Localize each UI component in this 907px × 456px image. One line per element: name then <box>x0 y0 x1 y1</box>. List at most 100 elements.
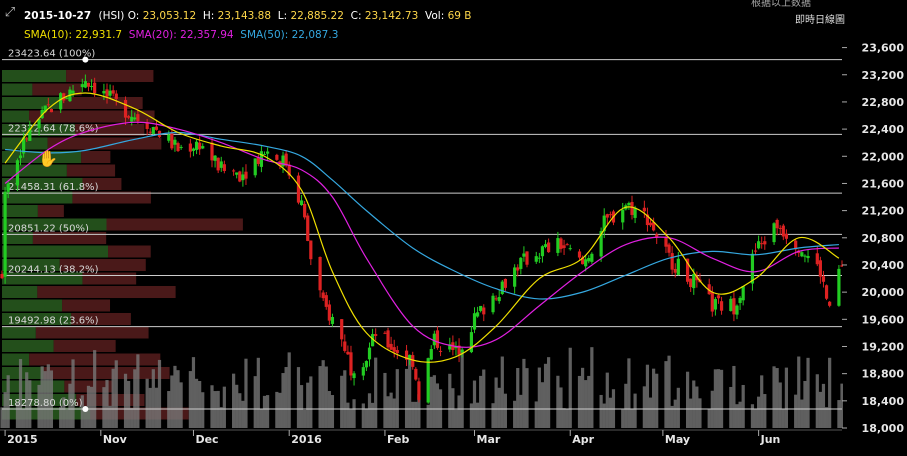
candle-body <box>664 236 668 247</box>
volume-profile-sell-bar <box>47 137 162 150</box>
volume-bar <box>547 357 551 428</box>
volume-bar <box>494 377 498 428</box>
y-tick-label: 23,200 <box>862 69 905 82</box>
candle-body <box>43 105 47 112</box>
volume-bar <box>102 387 106 428</box>
candle-body <box>374 334 378 336</box>
chart-mode-label[interactable]: 即時日線圖 <box>795 15 845 26</box>
volume-bar <box>330 395 335 428</box>
volume-bar <box>299 385 304 428</box>
fullscreen-icon[interactable]: ⤢ <box>4 5 16 20</box>
low-value: 22,885.22 <box>290 10 344 22</box>
candle-body <box>543 244 548 247</box>
y-tick-label: 21,600 <box>862 177 905 190</box>
y-tick-label: 20,800 <box>862 232 905 245</box>
volume-bar <box>383 372 387 428</box>
volume-bar <box>170 375 174 428</box>
volume-bar <box>750 404 755 428</box>
y-tick-label: 19,600 <box>862 313 905 326</box>
candle-body <box>111 90 115 94</box>
y-tick-label: 23,600 <box>862 42 905 55</box>
sma20-label: SMA(20): <box>128 29 177 41</box>
volume-bar <box>753 408 758 428</box>
candle-body <box>49 109 54 113</box>
volume-bar <box>414 401 418 428</box>
candle-body <box>760 243 764 245</box>
volume-bar <box>540 382 545 428</box>
candle-body <box>386 330 390 348</box>
volume-bar <box>18 359 23 428</box>
volume-bar <box>562 408 566 428</box>
volume-profile-buy-bar <box>2 83 33 96</box>
volume-bar <box>645 364 650 428</box>
volume-bar <box>89 386 94 428</box>
candle-body <box>652 222 656 231</box>
candle-body <box>513 267 517 287</box>
volume-bar <box>123 373 128 428</box>
candle-body <box>62 93 66 101</box>
candle-body <box>262 153 267 155</box>
volume-bar <box>565 409 569 428</box>
candle-body <box>803 255 807 257</box>
volume-bar <box>25 372 29 428</box>
candle-body <box>494 298 498 300</box>
volume-bar <box>584 380 588 428</box>
hand-cursor-icon: ✋ <box>38 149 58 168</box>
candle-body <box>794 240 798 250</box>
candle-body <box>429 348 433 360</box>
candle-body <box>59 93 63 110</box>
volume-bar <box>219 407 223 428</box>
volume-bar <box>624 383 628 428</box>
volume-bar <box>346 402 350 428</box>
volume-bar <box>238 393 242 428</box>
y-axis: 23,600 23,200 22,800 22,400 22,000 21,600 21,2… <box>842 34 907 452</box>
volume-bar <box>435 383 440 428</box>
volume-bar <box>151 369 155 428</box>
volume-bar <box>173 365 177 428</box>
volume-bar <box>71 359 75 428</box>
volume-profile-buy-bar <box>2 97 62 109</box>
volume-bar <box>244 358 248 428</box>
candle-body <box>695 275 699 281</box>
volume-profile-buy-bar <box>2 353 30 366</box>
volume-bar <box>386 396 390 428</box>
volume-bar <box>537 367 541 428</box>
volume-bar <box>111 368 115 428</box>
volume-bar <box>803 380 807 428</box>
volume-bar <box>49 370 54 428</box>
volume-bar <box>469 403 474 428</box>
candle-body <box>534 256 538 262</box>
fib-label: 20244.13 (38.2%) <box>8 265 99 276</box>
candle-body <box>670 253 674 270</box>
candle-body <box>732 298 736 315</box>
volume-profile-sell-bar <box>108 245 151 258</box>
volume-bar <box>670 405 674 428</box>
candle-body <box>330 317 335 324</box>
candle-body <box>753 250 758 252</box>
volume-bar <box>0 407 4 428</box>
volume-bar <box>824 407 829 428</box>
volume-bar <box>602 403 606 428</box>
volume-bar <box>534 401 538 428</box>
candle-body <box>408 354 412 360</box>
top-right-faint-text: 根据以上数据 <box>751 0 811 9</box>
candle-body <box>729 298 733 311</box>
candle-body <box>114 93 118 99</box>
candle-body <box>346 351 350 355</box>
volume-bar <box>157 359 162 428</box>
volume-bar <box>411 401 415 428</box>
candle-body <box>411 355 415 367</box>
volume-bar <box>389 392 393 428</box>
volume-profile-buy-bar <box>2 218 107 231</box>
candle-body <box>383 332 387 334</box>
volume-bar <box>370 402 375 428</box>
y-tick-label: 18,400 <box>862 395 905 408</box>
candle-body <box>565 244 569 246</box>
volume-bar <box>630 408 634 428</box>
candle-body <box>633 207 637 218</box>
candle-body <box>457 345 461 355</box>
candle-body <box>673 269 677 273</box>
candle-body <box>188 143 192 152</box>
